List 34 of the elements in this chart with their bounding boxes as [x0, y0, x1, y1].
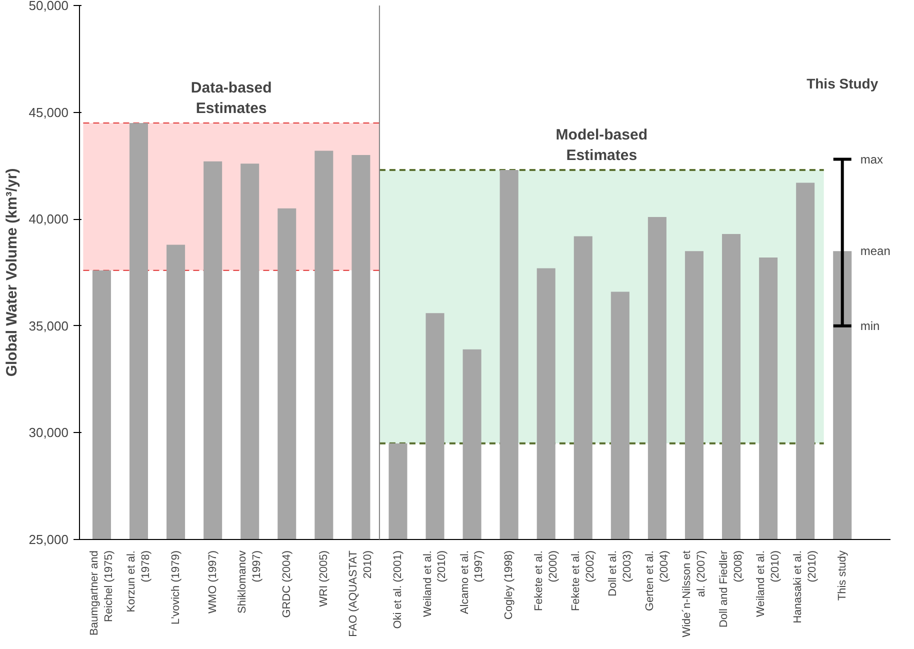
x-tick-label: Hanasaki et al. (2010): [792, 550, 819, 624]
y-tick-label: 50,000: [28, 0, 69, 13]
x-tick-label: Oki et al. (2001): [392, 550, 404, 629]
x-tick-label: Weiland et al. (2010): [755, 550, 782, 617]
y-tick-label: 30,000: [28, 425, 69, 440]
x-tick-label: WMO (1997): [206, 550, 219, 614]
x-tick-label: Baumgartner and Reichel (1975): [88, 550, 115, 636]
x-tick-label: Weiland et al. (2010): [422, 550, 448, 617]
annotation: This Study: [806, 76, 878, 92]
y-tick-label: 45,000: [28, 104, 69, 120]
x-tick-label: Wide´n-Nilsson et al. (2007): [681, 550, 708, 638]
y-tick-label: 35,000: [28, 318, 69, 334]
x-tick-label: WRI (2005): [318, 550, 330, 607]
y-tick-label: 25,000: [28, 532, 69, 547]
x-tick-label: Doll and Fiedler (2008): [718, 550, 744, 628]
x-tick-label: GRDC (2004): [280, 550, 293, 618]
x-tick-label: Doll et al. (2003): [606, 550, 634, 596]
band-label: Model-based Estimates: [556, 126, 648, 164]
band-label: Data-based Estimates: [190, 80, 272, 117]
x-tick-label: Fekete et al. (2002): [570, 550, 596, 612]
x-tick-label: Alcamo et al. (1997): [458, 550, 486, 614]
y-tick-label: 40,000: [28, 212, 69, 227]
y-axis-title: Global Water Volume (km³/yr): [4, 168, 21, 377]
annotation: mean: [860, 244, 890, 258]
x-tick-label: This study: [836, 550, 848, 601]
x-tick-label: L’vovich (1979): [170, 550, 182, 624]
annotation: max: [860, 152, 884, 166]
annotation: min: [860, 318, 880, 333]
x-tick-label: Shiklomanov (1997): [236, 550, 264, 614]
x-tick-label: FAO (AQUASTAT 2010): [348, 550, 374, 637]
x-tick-label: Fekete et al. (2000): [532, 550, 560, 612]
x-tick-label: Korzun et al. (1978): [126, 550, 152, 612]
x-tick-label: Cogley (1998): [503, 550, 516, 620]
x-tick-label: Gerten et al. (2004): [644, 550, 670, 612]
